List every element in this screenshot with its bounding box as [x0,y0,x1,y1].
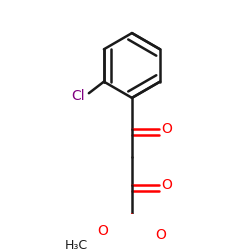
Text: O: O [156,228,166,242]
Text: O: O [161,178,172,192]
Text: H₃C: H₃C [65,240,88,250]
Text: Cl: Cl [71,88,85,102]
Text: O: O [161,122,172,136]
Text: O: O [97,224,108,238]
